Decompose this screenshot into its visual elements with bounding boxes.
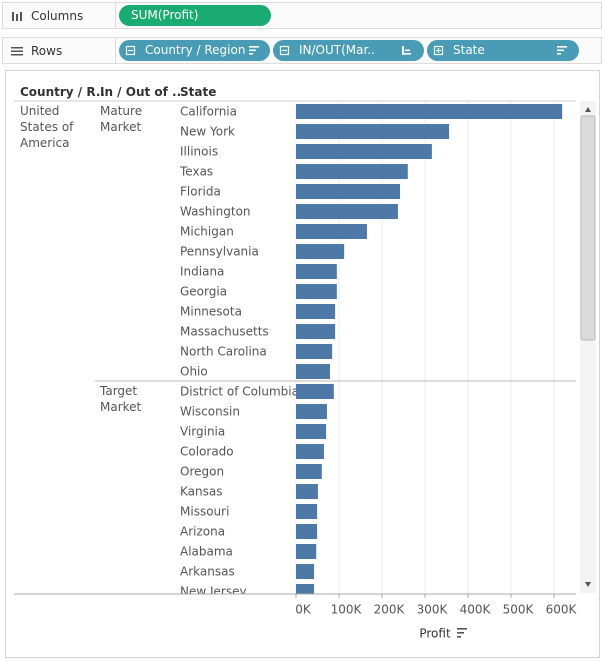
bar [296,424,327,439]
shelf-label: Columns [31,9,84,23]
state-label: Wisconsin [180,405,240,419]
pill[interactable]: IN/OUT(Mar.. [273,40,424,61]
x-tick-label: 600K [546,603,578,617]
state-label: Massachusetts [180,325,269,339]
state-label: Kansas [180,485,222,499]
bar [296,384,334,399]
state-label: California [180,105,237,119]
state-label: Virginia [180,425,225,439]
x-axis-title: Profit [419,627,451,641]
bar [296,164,408,179]
bar [296,204,398,219]
bar [296,404,327,419]
bar [296,364,330,379]
bar [296,464,322,479]
view-panel [5,70,600,658]
bar [296,224,367,239]
bar [296,284,337,299]
bar [296,524,318,539]
bar [296,544,317,559]
bar [296,444,324,459]
state-label: New Jersey [180,585,247,599]
bar [296,324,336,339]
state-label: Arkansas [180,565,235,579]
state-label: Missouri [180,505,229,519]
bar [296,244,345,259]
x-tick-label: 100K [331,603,363,617]
pill[interactable]: Country / Region [119,40,270,61]
x-tick-label: 300K [417,603,449,617]
rows-icon [11,47,23,56]
x-tick-label: 500K [503,603,535,617]
state-label: New York [180,125,235,139]
rows-shelf: Rows Country / Region IN/OUT(Mar.. State [2,37,602,64]
shelf-label: Rows [31,44,63,58]
pill[interactable]: SUM(Profit) [119,5,271,26]
pill-icons [125,45,567,56]
state-label: Florida [180,185,221,199]
scroll-down[interactable] [585,582,591,587]
bar [296,304,336,319]
state-label: District of Columbia [180,385,299,399]
segment-label: Mature Market [100,104,143,134]
columns-icon [12,12,22,21]
scrollbar-thumb[interactable] [580,115,596,341]
bar [296,104,563,119]
state-label: Washington [180,205,251,219]
state-label: Pennsylvania [180,245,259,259]
bar [296,264,337,279]
state-label: Indiana [180,265,224,279]
bar [296,564,315,579]
state-label: North Carolina [180,345,267,359]
columns-shelf: Columns SUM(Profit) [2,2,602,29]
x-tick-label: 400K [460,603,492,617]
state-label: Arizona [180,525,225,539]
state-label: Michigan [180,225,234,239]
bar [296,484,318,499]
column-header: State [180,85,217,99]
x-tick-label: 0K [295,603,312,617]
bar [296,504,318,519]
state-label: Minnesota [180,305,242,319]
bar [296,124,450,139]
state-label: Alabama [180,545,233,559]
scroll-up[interactable] [585,107,591,112]
column-header: Country / R.. [20,85,105,99]
x-tick-label: 200K [374,603,406,617]
state-label: Oregon [180,465,224,479]
segment-label: Target Market [100,384,142,414]
bar [296,344,333,359]
state-label: Illinois [180,145,218,159]
country-label: United States of America [20,104,74,150]
bar [296,144,432,159]
state-label: Colorado [180,445,234,459]
state-label: Ohio [180,365,208,379]
pill[interactable]: State [427,40,579,61]
bar [296,584,315,594]
bar [296,184,401,199]
state-label: Georgia [180,285,227,299]
state-label: Texas [179,165,213,179]
column-header: In / Out of .. [100,85,182,99]
sort-icon [457,628,467,638]
